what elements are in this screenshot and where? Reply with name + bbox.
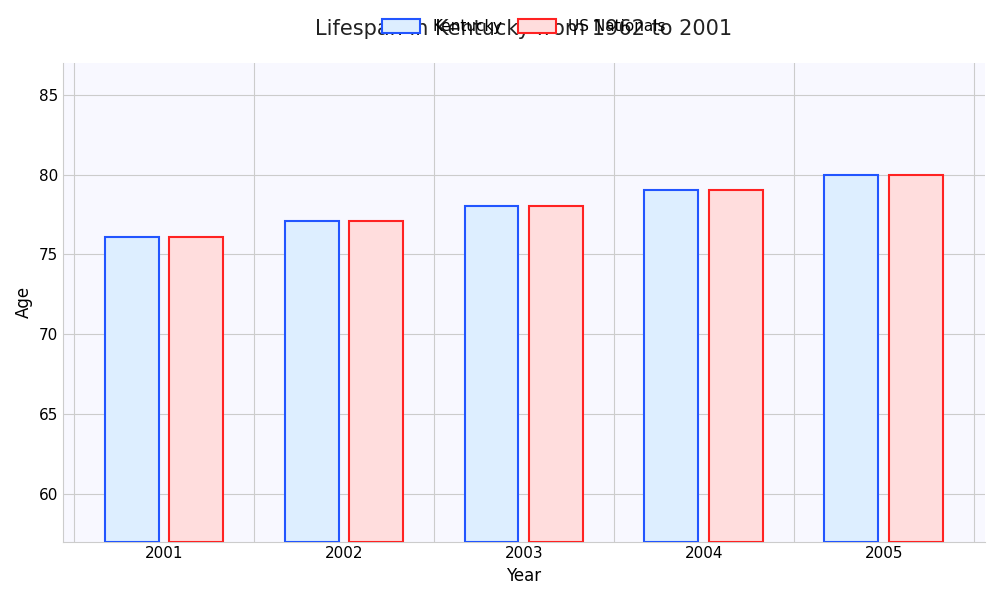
Bar [824,175,878,542]
Bar [529,206,583,542]
Bar [169,237,223,542]
Legend: Kentucky, US Nationals: Kentucky, US Nationals [376,13,672,40]
Bar [889,175,943,542]
Bar [709,190,763,542]
Bar [465,206,518,542]
X-axis label: Year: Year [506,567,541,585]
Bar [644,190,698,542]
Title: Lifespan in Kentucky from 1962 to 2001: Lifespan in Kentucky from 1962 to 2001 [315,19,732,39]
Bar [349,221,403,542]
Bar [105,237,159,542]
Y-axis label: Age: Age [15,286,33,318]
Bar [285,221,339,542]
